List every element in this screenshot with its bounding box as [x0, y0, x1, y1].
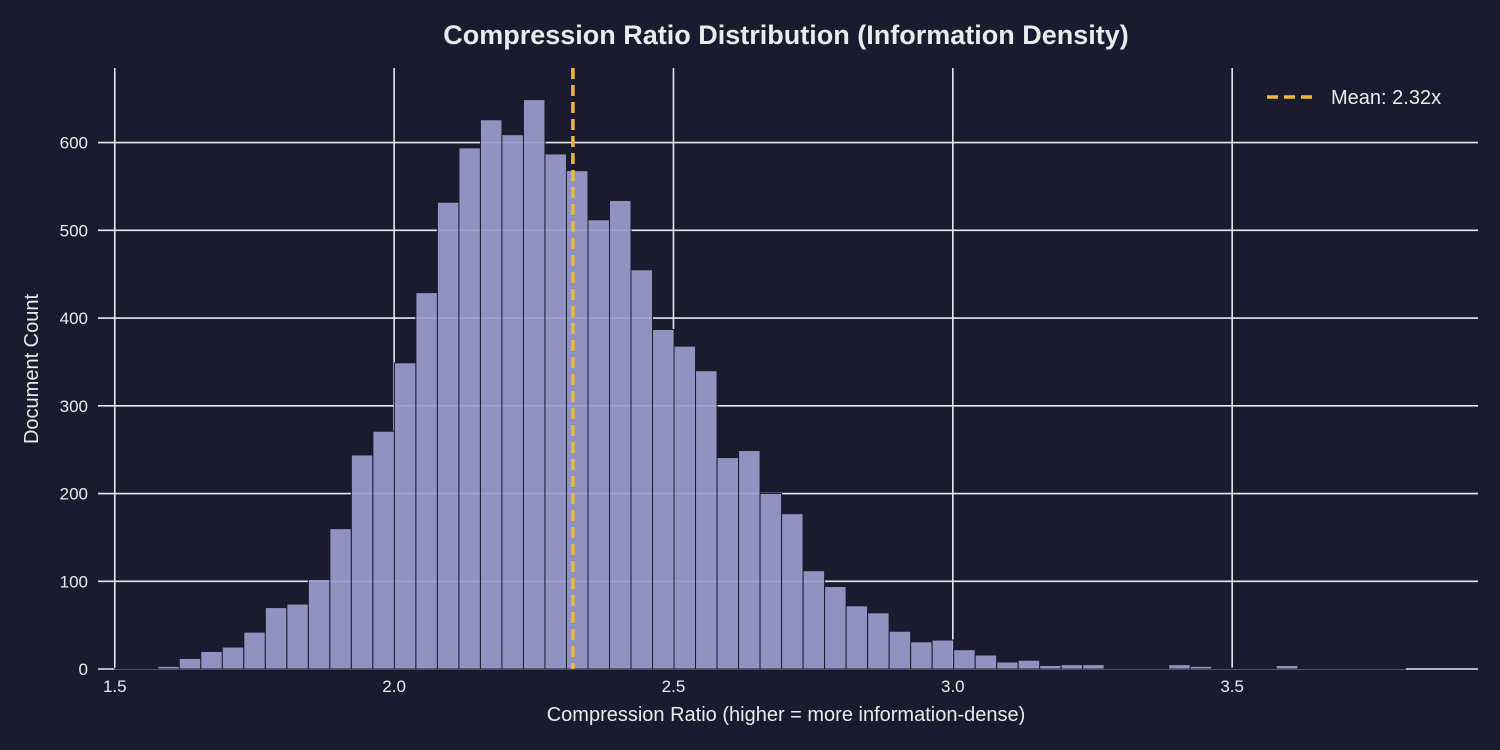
histogram-bar	[845, 605, 869, 670]
histogram-bar	[544, 153, 567, 670]
x-tick-label: 1.5	[103, 677, 127, 696]
histogram-bar	[501, 134, 524, 670]
histogram-bar	[652, 328, 675, 670]
legend: Mean: 2.32x	[1267, 87, 1441, 109]
histogram-bar	[953, 649, 976, 670]
y-axis-label: Document Count	[21, 294, 43, 445]
histogram-bar	[1340, 667, 1363, 670]
histogram-bar	[1168, 664, 1191, 670]
chart-title: Compression Ratio Distribution (Informat…	[443, 20, 1129, 50]
y-tick-label: 200	[60, 485, 88, 504]
histogram-bar	[630, 269, 654, 670]
histogram-bar	[695, 370, 718, 670]
histogram-bars	[114, 99, 1406, 670]
x-tick-label: 3.5	[1220, 677, 1244, 696]
histogram-bar	[867, 612, 890, 670]
histogram-bar	[781, 513, 804, 670]
histogram-bar	[522, 99, 546, 670]
histogram-bar	[931, 639, 955, 670]
histogram-bar	[1232, 667, 1256, 670]
histogram-bar	[565, 170, 589, 670]
y-tick-label: 600	[60, 134, 88, 153]
histogram-bar	[350, 454, 374, 670]
histogram-bar	[329, 528, 352, 670]
histogram-bar	[673, 345, 697, 670]
histogram-bar	[286, 603, 309, 670]
histogram-bar	[1211, 667, 1234, 670]
histogram-bar	[1039, 664, 1062, 670]
histogram-bar	[1017, 659, 1041, 670]
histogram-bar	[114, 667, 137, 670]
histogram-bar	[888, 630, 912, 670]
histogram-bar	[221, 646, 245, 670]
axis-ticks: 0 100 200 300 400 500 600 1.5 2.0 2.5 3.0 3.5	[60, 134, 1244, 696]
histogram-bar	[458, 147, 481, 670]
histogram-bar	[587, 219, 610, 670]
histogram-bar	[135, 667, 159, 670]
histogram-bar	[415, 292, 438, 670]
histogram-bar	[974, 654, 998, 670]
histogram-bar	[307, 579, 331, 670]
histogram-bar	[1383, 667, 1406, 670]
histogram-bar	[479, 119, 503, 670]
histogram-bar	[200, 650, 223, 670]
histogram-bar	[1082, 664, 1105, 670]
histogram-bar	[372, 430, 395, 670]
histogram-bar	[178, 657, 202, 670]
histogram-bar	[608, 199, 632, 670]
x-tick-label: 2.5	[662, 677, 686, 696]
histogram-bar	[1318, 667, 1342, 670]
histogram-bar	[1103, 667, 1127, 670]
histogram-bar	[1361, 667, 1385, 670]
y-tick-label: 100	[60, 572, 88, 591]
histogram-bar	[824, 586, 847, 670]
histogram-bar	[1125, 667, 1148, 670]
y-tick-label: 0	[79, 660, 88, 679]
histogram-bar	[264, 607, 288, 670]
histogram-bar	[996, 661, 1019, 670]
histogram-bar	[157, 665, 180, 670]
y-tick-label: 400	[60, 309, 88, 328]
histogram-bar	[243, 631, 266, 670]
histogram-bar	[738, 450, 761, 670]
y-tick-label: 300	[60, 397, 88, 416]
y-tick-label: 500	[60, 221, 88, 240]
histogram-bar	[802, 570, 826, 670]
histogram-bar	[436, 201, 460, 670]
histogram-bar	[1189, 665, 1213, 670]
legend-mean-label: Mean: 2.32x	[1331, 87, 1441, 109]
histogram-bar	[1146, 667, 1170, 670]
histogram-bar	[910, 641, 933, 670]
histogram-bar	[393, 362, 417, 670]
histogram-bar	[1297, 667, 1320, 670]
histogram-bar	[1275, 664, 1299, 670]
histogram-bar	[1060, 664, 1084, 670]
histogram-bar	[1254, 667, 1277, 670]
histogram-bar	[716, 457, 740, 670]
x-tick-label: 2.0	[382, 677, 406, 696]
histogram-bar	[759, 493, 783, 670]
x-axis-label: Compression Ratio (higher = more informa…	[547, 704, 1026, 726]
x-tick-label: 3.0	[941, 677, 965, 696]
